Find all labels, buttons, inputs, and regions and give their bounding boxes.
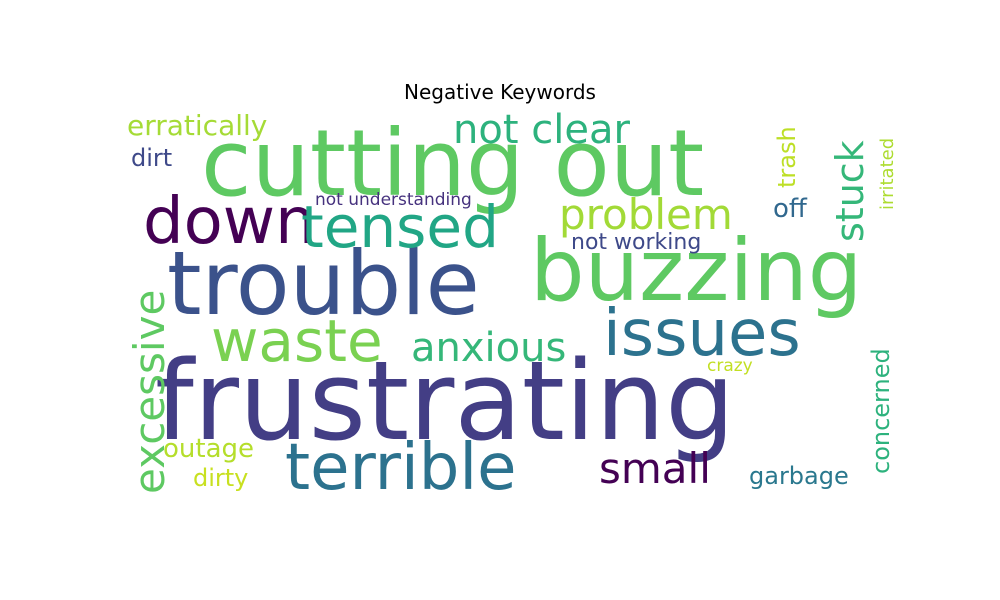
word-not-working: not working: [571, 230, 702, 255]
word-irritated: irritated: [877, 137, 898, 210]
word-down: down: [143, 185, 316, 259]
chart-title: Negative Keywords: [404, 80, 596, 104]
word-stuck: stuck: [828, 140, 872, 242]
word-erratically: erratically: [127, 109, 268, 142]
word-dirt: dirt: [131, 144, 173, 172]
word-garbage: garbage: [749, 462, 849, 490]
word-off: off: [773, 194, 807, 224]
word-crazy: crazy: [707, 356, 753, 376]
word-frustrating: frustrating: [155, 337, 735, 465]
word-outage: outage: [163, 434, 255, 464]
word-tensed: tensed: [301, 193, 499, 261]
word-problem: problem: [559, 190, 733, 239]
word-buzzing: buzzing: [530, 221, 863, 321]
word-issues: issues: [603, 297, 801, 371]
word-terrible: terrible: [285, 431, 517, 500]
word-cutting-out: cutting out: [201, 110, 705, 217]
word-trouble: trouble: [167, 232, 480, 335]
word-cloud: frustrating cutting out trouble buzzing …: [125, 108, 900, 500]
word-dirty: dirty: [193, 464, 249, 492]
word-anxious: anxious: [411, 325, 567, 371]
word-small: small: [599, 444, 711, 493]
word-trash: trash: [773, 126, 801, 188]
word-concerned: concerned: [867, 348, 895, 474]
word-not-understanding: not understanding: [315, 190, 472, 210]
word-waste: waste: [211, 307, 383, 375]
word-not-clear: not clear: [453, 108, 630, 153]
